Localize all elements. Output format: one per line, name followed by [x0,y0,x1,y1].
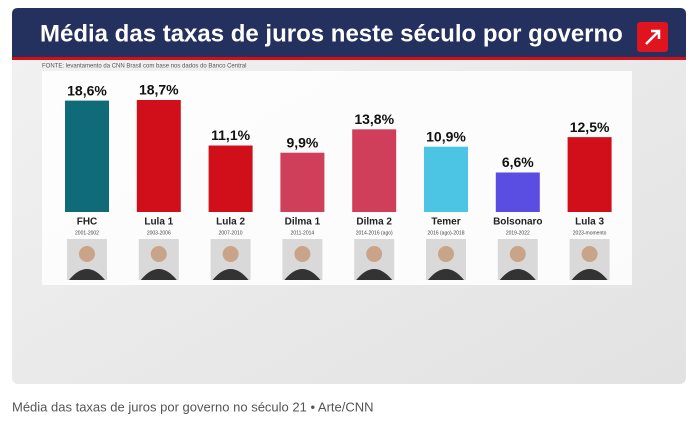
value-label: 10,9% [426,128,466,144]
period-label: 2003-2006 [147,230,171,236]
bar [495,172,540,212]
category-label: Dilma 1 [285,217,321,228]
portrait-head [294,246,311,262]
period-label: 2011-2014 [291,230,315,236]
value-label: 13,8% [354,111,394,127]
portrait-head [581,246,598,262]
portrait-head [438,246,454,262]
bar [208,145,253,212]
category-label: Lula 3 [575,217,604,228]
value-label: 11,1% [211,127,250,143]
chart-title: Média das taxas de juros neste século po… [40,20,623,47]
period-label: 2001-2002 [75,230,99,236]
portrait-head [222,246,239,262]
value-label: 18,6% [67,82,107,98]
plot: 18,6% FHC 2001-2002 18,7% Lula 1 2003-2006 11,… [65,82,612,280]
portrait-head [509,246,526,262]
category-label: Bolsonaro [493,217,542,228]
portrait-body [69,269,105,280]
bar [136,100,181,212]
source-note: FONTE: levantamento da CNN Brasil com ba… [42,64,246,70]
expand-icon [645,29,661,45]
caption: Média das taxas de juros por governo no … [12,399,374,414]
portrait-body [356,269,393,280]
value-label: 9,9% [286,134,318,150]
category-label: Temer [431,217,460,228]
header-band [12,8,686,58]
portrait-head [366,246,383,262]
bar [352,129,397,212]
bar [567,137,612,212]
bar [280,152,325,212]
portrait-body [212,269,249,280]
chart-panel [42,71,632,285]
category-label: Dilma 2 [356,217,392,228]
value-label: 12,5% [570,119,610,135]
header-rule [12,57,686,60]
period-label: 2014-2016 (ago) [356,230,393,236]
category-label: Lula 1 [144,217,173,228]
period-label: 2023-momento [573,230,607,236]
portrait-body [428,269,464,280]
portrait-body [499,269,536,280]
portrait-body [140,269,177,280]
portrait-head [150,246,167,262]
period-label: 2016 (ago)-2018 [428,230,465,236]
period-label: 2019-2022 [506,230,530,236]
category-label: Lula 2 [216,217,245,228]
bar [424,146,468,212]
value-label: 6,6% [502,154,534,170]
category-label: FHC [77,217,98,228]
bar [65,100,109,212]
portrait-body [284,269,321,280]
portrait-body [571,269,608,280]
value-label: 18,7% [139,82,179,98]
period-label: 2007-2010 [219,230,243,236]
portrait-head [79,246,95,262]
